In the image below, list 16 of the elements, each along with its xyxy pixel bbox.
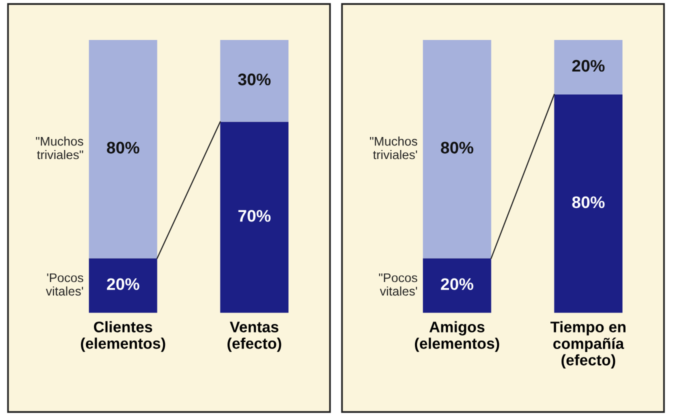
x-tick-label: Ventas (efecto): [228, 322, 282, 352]
data-label: 70%: [238, 210, 271, 222]
x-tick-label: Tiempo en compañía (efecto): [550, 321, 626, 368]
data-label: 80%: [572, 196, 605, 208]
data-label: 80%: [106, 142, 140, 154]
data-label: 80%: [440, 142, 474, 154]
data-label: 30%: [238, 74, 271, 86]
annotation: "Muchos triviales': [370, 136, 418, 160]
annotation: "Pocos vitales': [379, 273, 418, 296]
data-label: 20%: [440, 278, 474, 290]
annotation: 'Pocos vitales': [46, 273, 84, 296]
annotation: "Muchos triviales": [36, 136, 84, 160]
x-tick-label: Clientes (elementos): [80, 321, 166, 352]
x-tick-label: Amigos (elementos): [414, 321, 500, 352]
data-label: 20%: [106, 278, 140, 290]
data-label: 20%: [572, 60, 605, 72]
